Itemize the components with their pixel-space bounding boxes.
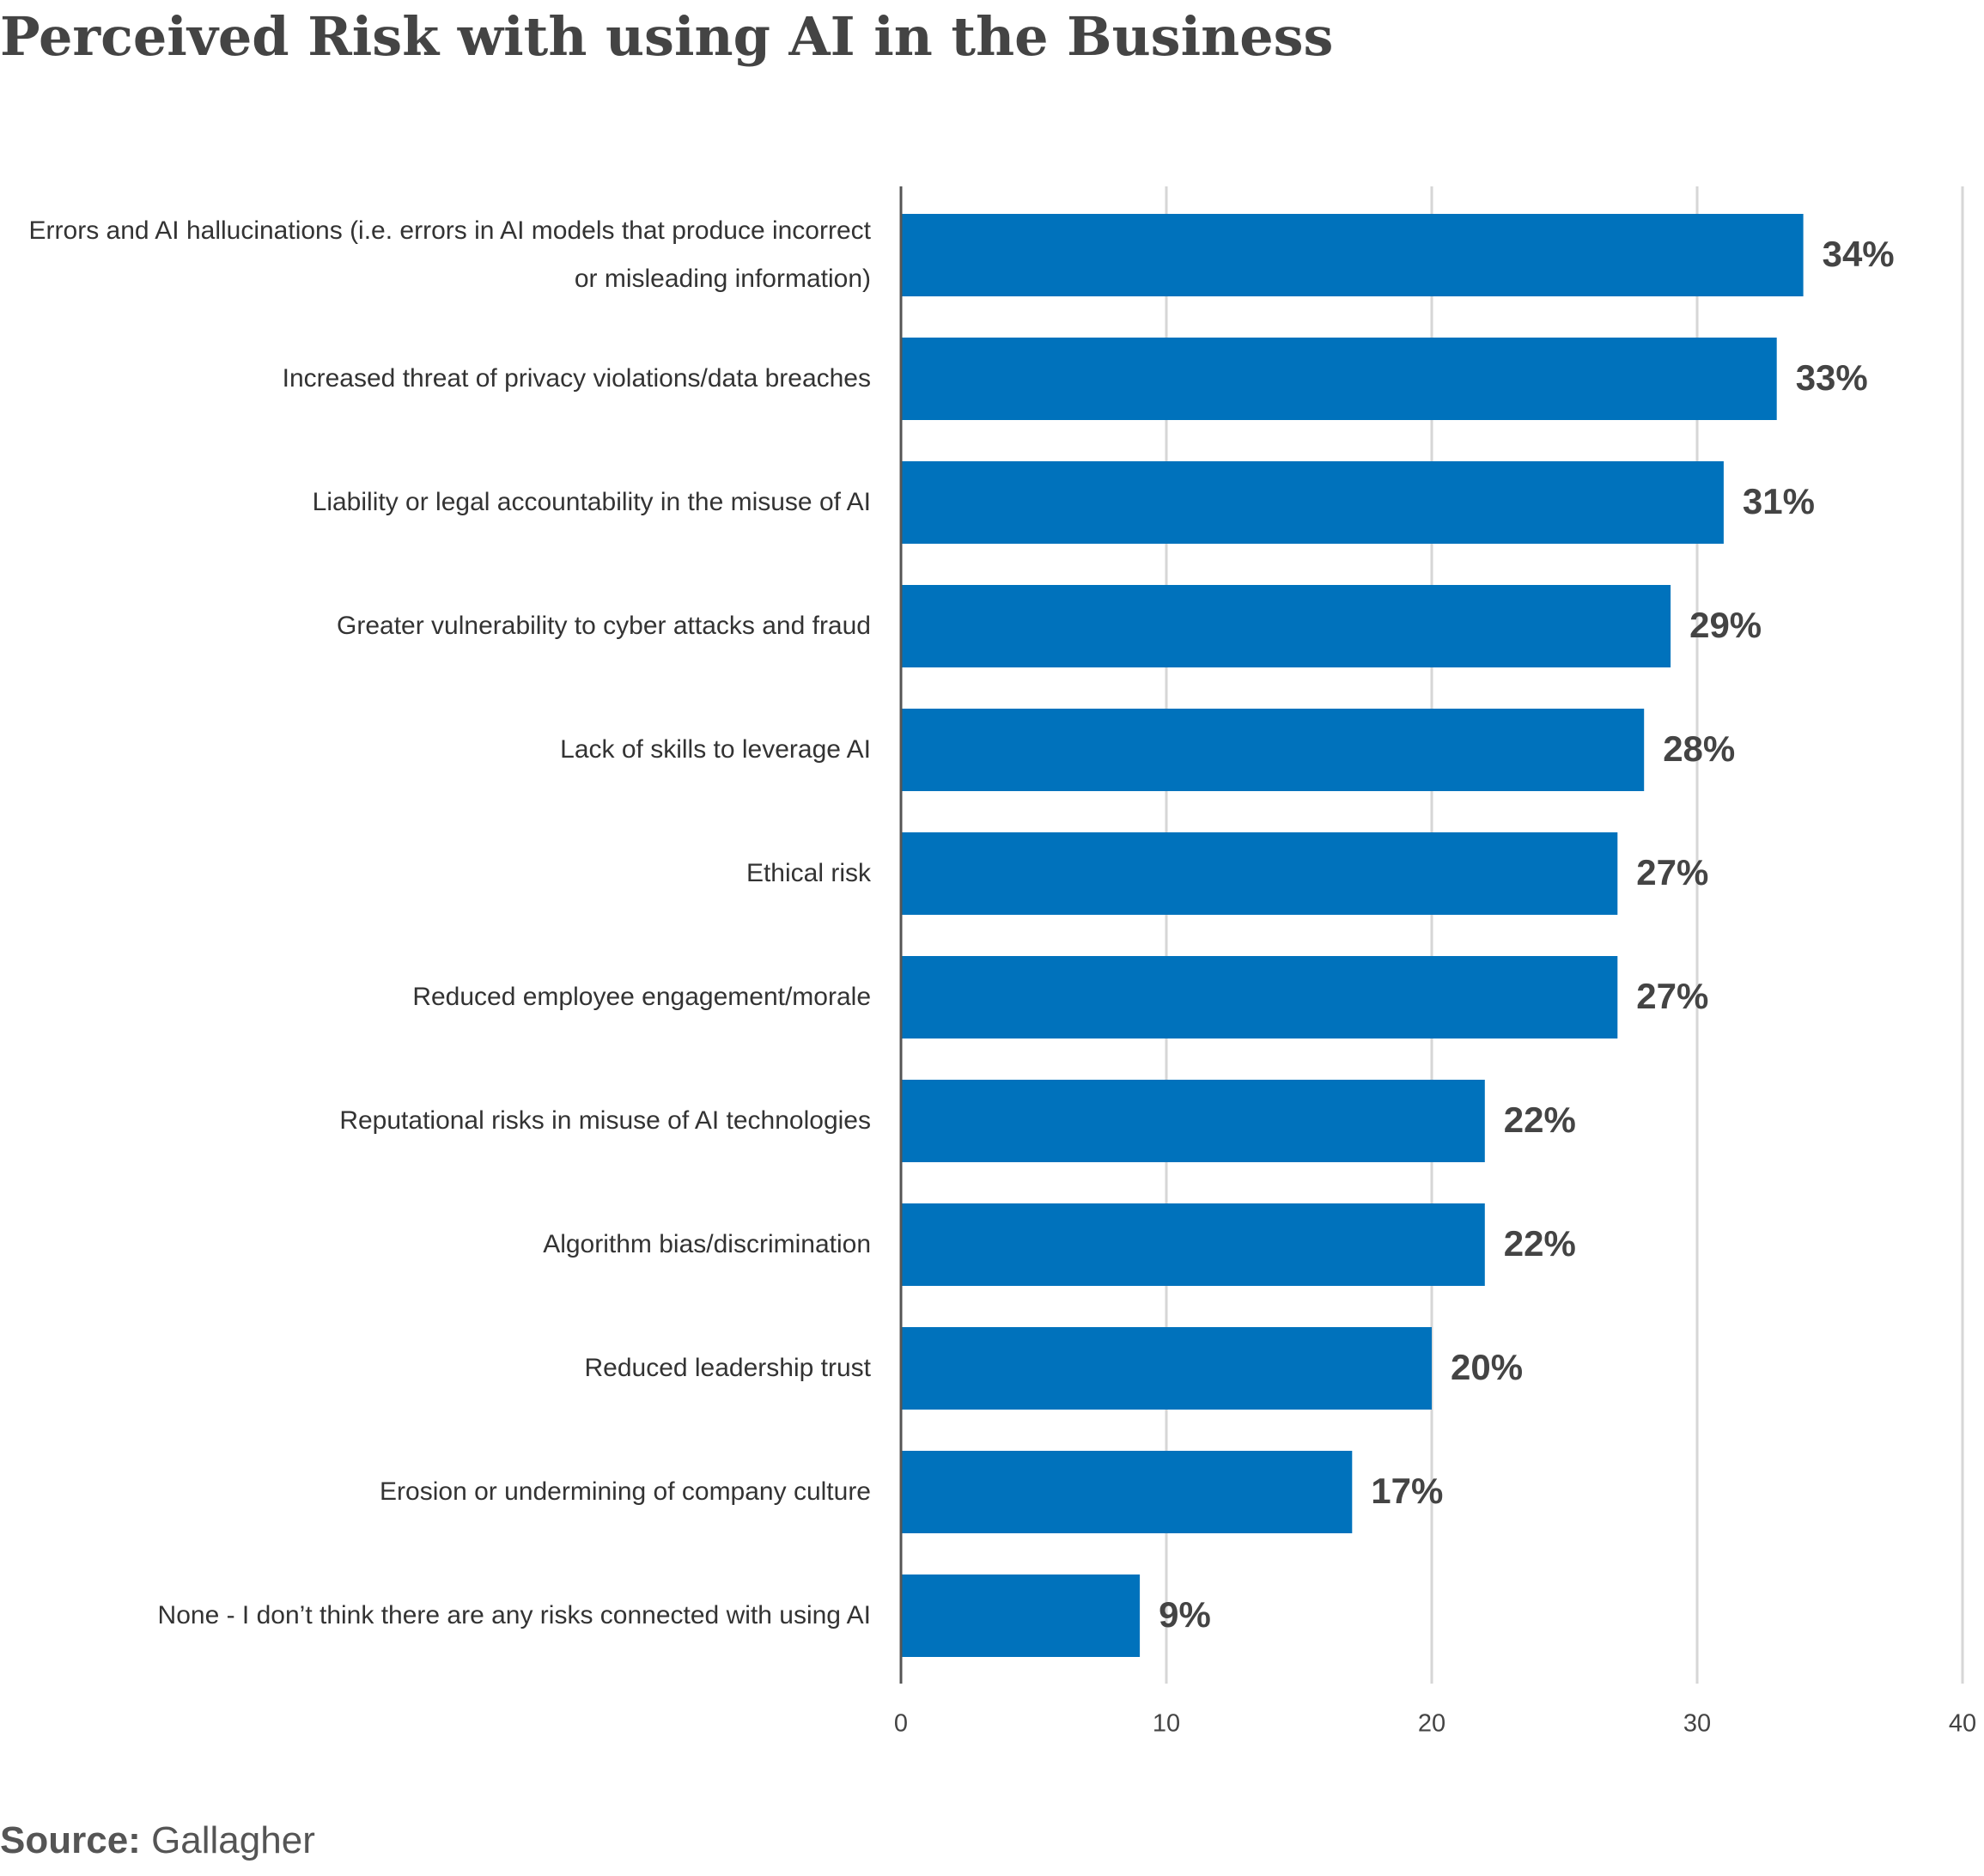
bar: [901, 585, 1671, 667]
category-label: Reduced employee engagement/morale: [412, 983, 871, 1011]
bar: [901, 1327, 1432, 1410]
bar: [901, 461, 1724, 544]
chart-title: Perceived Risk with using AI in the Busi…: [0, 5, 1334, 68]
value-label: 28%: [1663, 728, 1735, 769]
value-label: 17%: [1371, 1471, 1443, 1511]
bar: [901, 1451, 1353, 1533]
bar: [901, 1574, 1141, 1657]
x-tick-label: 40: [1949, 1710, 1976, 1738]
bar: [901, 338, 1777, 420]
value-label: 9%: [1159, 1594, 1211, 1635]
category-label: None - I don’t think there are any risks…: [157, 1601, 871, 1629]
category-label: Increased threat of privacy violations/d…: [282, 364, 871, 393]
value-label: 34%: [1823, 234, 1895, 274]
bar: [901, 1080, 1485, 1162]
category-label: Reduced leadership trust: [584, 1354, 871, 1382]
value-label: 22%: [1504, 1099, 1576, 1140]
source-text: Gallagher: [151, 1819, 315, 1861]
category-label: Errors and AI hallucinations (i.e. error…: [28, 216, 871, 293]
category-label: Reputational risks in misuse of AI techn…: [339, 1106, 871, 1135]
value-label: 27%: [1636, 976, 1708, 1016]
bar: [901, 1203, 1485, 1286]
category-label: Erosion or undermining of company cultur…: [380, 1477, 871, 1506]
value-label: 22%: [1504, 1223, 1576, 1264]
bar: [901, 832, 1618, 915]
bar: [901, 956, 1618, 1038]
category-label: Ethical risk: [746, 859, 871, 887]
value-label: 20%: [1451, 1347, 1523, 1387]
category-label: Algorithm bias/discrimination: [543, 1230, 871, 1258]
x-tick-label: 0: [894, 1710, 908, 1738]
category-label: Lack of skills to leverage AI: [560, 735, 871, 764]
value-label: 27%: [1636, 852, 1708, 892]
bar: [901, 709, 1645, 791]
value-label: 33%: [1796, 357, 1868, 398]
bar: [901, 214, 1804, 296]
category-label: Liability or legal accountability in the…: [312, 488, 871, 516]
value-label: 29%: [1689, 605, 1762, 645]
x-tick-label: 10: [1153, 1710, 1180, 1738]
value-label: 31%: [1743, 481, 1815, 521]
x-tick-label: 20: [1418, 1710, 1445, 1738]
source-label: Source:: [0, 1819, 141, 1861]
x-tick-label: 30: [1683, 1710, 1711, 1738]
source: Source: Gallagher: [0, 1819, 315, 1862]
category-label: Greater vulnerability to cyber attacks a…: [337, 612, 871, 640]
